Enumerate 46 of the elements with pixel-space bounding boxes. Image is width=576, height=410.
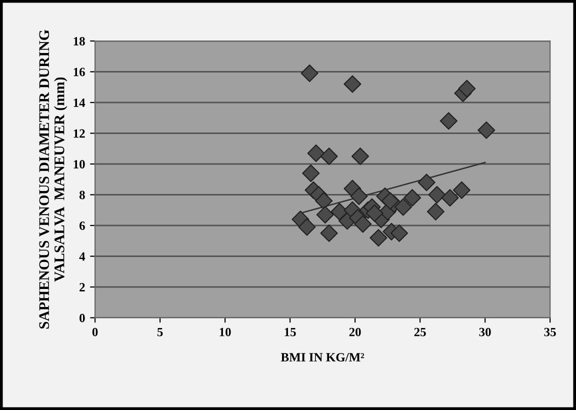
- point: [403, 189, 422, 207]
- y-tick-label: 10: [74, 160, 85, 168]
- y-tick-label: 18: [74, 37, 85, 46]
- point: [300, 64, 318, 82]
- point: [418, 174, 436, 192]
- point: [320, 224, 338, 242]
- point: [390, 224, 408, 242]
- x-tick-label: 0: [92, 328, 98, 336]
- x-axis-title: BMI IN KG/M²: [280, 353, 364, 362]
- x-tick-label: 25: [414, 328, 426, 336]
- y-tick-label: 4: [79, 252, 86, 261]
- point: [381, 192, 399, 210]
- y-axis-title: SAPHENOUS VENOUS DIAMETER DURING VALSALVA MANEUVER (mm): [39, 30, 68, 329]
- point: [315, 192, 333, 210]
- y-tick-label: 6: [79, 222, 85, 230]
- y-tick-label: 16: [74, 68, 85, 76]
- y-tick-label: 8: [79, 190, 85, 200]
- point: [394, 198, 412, 216]
- x-tick-label: 10: [220, 328, 231, 336]
- point: [351, 148, 370, 166]
- point: [320, 148, 338, 166]
- x-tick-label: 35: [544, 328, 556, 336]
- point: [478, 121, 496, 139]
- point: [458, 80, 476, 98]
- y-tick-label: 14: [74, 98, 86, 107]
- point: [370, 229, 388, 247]
- x-tick-label: 15: [284, 328, 296, 336]
- point: [316, 206, 334, 224]
- point: [344, 75, 362, 93]
- point: [441, 189, 459, 207]
- y-tick-label: 0: [80, 314, 85, 322]
- x-tick-label: 5: [157, 328, 163, 336]
- point: [354, 215, 372, 233]
- point: [307, 144, 325, 162]
- point: [366, 204, 384, 222]
- point: [298, 218, 316, 236]
- y-tick-label: 2: [80, 283, 85, 292]
- point: [452, 181, 470, 199]
- point: [426, 202, 444, 220]
- point: [350, 188, 368, 206]
- point: [302, 164, 320, 182]
- x-tick-label: 20: [349, 328, 361, 336]
- x-tick-label: 30: [479, 328, 491, 336]
- point: [440, 112, 458, 130]
- y-tick-label: 12: [74, 129, 85, 138]
- point: [428, 186, 446, 204]
